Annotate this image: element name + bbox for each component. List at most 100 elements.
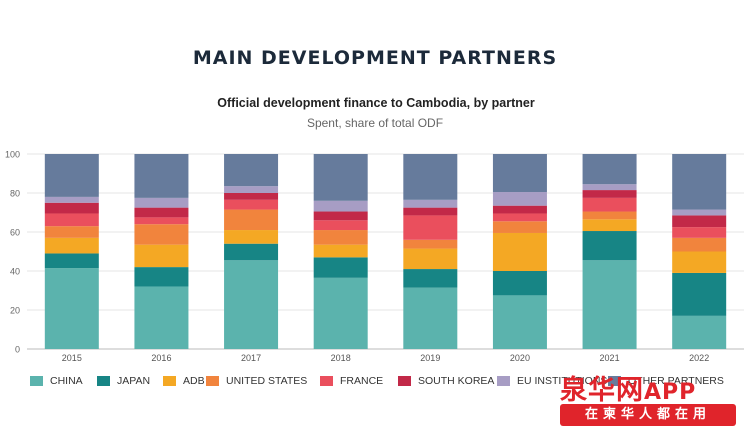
bar-segment: [493, 213, 547, 221]
bar-segment: [314, 201, 368, 212]
bar-segment: [672, 154, 726, 210]
bar-segment: [134, 267, 188, 287]
bar-segment: [45, 268, 99, 349]
bar-segment: [583, 154, 637, 184]
y-tick-label: 80: [10, 189, 20, 199]
legend-label: JAPAN: [117, 375, 150, 387]
legend-swatch: [30, 376, 43, 386]
y-tick-label: 40: [10, 267, 20, 277]
bar-segment: [134, 208, 188, 218]
bar-segment: [314, 230, 368, 245]
bar-segment: [403, 249, 457, 269]
bar-segment: [493, 295, 547, 349]
bar-segment: [403, 208, 457, 216]
legend-label: SOUTH KOREA: [418, 375, 494, 387]
bar-segment: [314, 154, 368, 201]
bar-segment: [45, 197, 99, 203]
bar-segment: [224, 186, 278, 193]
bar-segment: [224, 193, 278, 200]
bar-segment: [134, 154, 188, 198]
bar-segment: [583, 260, 637, 349]
legend-item: SOUTH KOREA: [398, 374, 494, 388]
bar-segment: [224, 244, 278, 261]
bar-segment: [583, 190, 637, 198]
x-tick-label: 2016: [151, 353, 171, 363]
bar-segment: [403, 240, 457, 249]
bar-segment: [224, 154, 278, 186]
bar-segment: [314, 212, 368, 221]
bar-segment: [314, 257, 368, 277]
legend-item: UNITED STATES: [206, 374, 307, 388]
y-tick-label: 20: [10, 306, 20, 316]
bar-segment: [493, 271, 547, 295]
x-tick-label: 2021: [600, 353, 620, 363]
y-tick-label: 0: [15, 345, 20, 355]
bar-segment: [314, 245, 368, 258]
watermark-brand: 泉华网APP: [560, 368, 696, 407]
bar-segment: [672, 215, 726, 227]
bar-segment: [134, 224, 188, 244]
watermark-app-text: APP: [644, 380, 696, 405]
bar-segment: [583, 198, 637, 212]
x-tick-label: 2020: [510, 353, 530, 363]
bar-segment: [672, 227, 726, 238]
y-tick-label: 100: [5, 150, 20, 160]
bar-segment: [403, 269, 457, 288]
bar-segment: [224, 200, 278, 210]
bar-segment: [45, 154, 99, 197]
legend-label: FRANCE: [340, 375, 383, 387]
x-tick-label: 2019: [420, 353, 440, 363]
bar-segment: [45, 253, 99, 268]
bar-segment: [672, 210, 726, 216]
bar-segment: [224, 230, 278, 244]
bar-segment: [45, 226, 99, 238]
watermark-logo: 泉华网APP 在柬华人都在用: [560, 368, 740, 433]
legend-swatch: [206, 376, 219, 386]
bar-segment: [583, 212, 637, 220]
legend-label: CHINA: [50, 375, 83, 387]
watermark-brand-text: 泉华网: [560, 375, 644, 406]
x-tick-label: 2015: [62, 353, 82, 363]
bar-segment: [493, 221, 547, 233]
bar-segment: [672, 316, 726, 349]
bar-segment: [403, 200, 457, 208]
bar-segment: [403, 288, 457, 349]
bar-segment: [672, 273, 726, 316]
legend-item: JAPAN: [97, 374, 150, 388]
bar-segment: [134, 287, 188, 349]
bar-segment: [672, 252, 726, 273]
legend-label: ADB: [183, 375, 205, 387]
legend-swatch: [163, 376, 176, 386]
bar-segment: [134, 198, 188, 208]
bar-segment: [493, 206, 547, 214]
bar-segment: [403, 154, 457, 200]
legend-item: FRANCE: [320, 374, 383, 388]
legend-item: ADB: [163, 374, 205, 388]
bar-segment: [45, 213, 99, 226]
bar-segment: [45, 203, 99, 214]
legend-swatch: [497, 376, 510, 386]
legend-swatch: [97, 376, 110, 386]
x-tick-label: 2018: [331, 353, 351, 363]
bar-segment: [314, 220, 368, 230]
bar-segment: [134, 217, 188, 224]
bar-segment: [45, 238, 99, 254]
bar-segment: [672, 238, 726, 252]
bar-segment: [493, 154, 547, 192]
bar-segment: [224, 260, 278, 349]
bar-segment: [134, 245, 188, 267]
bar-segment: [493, 192, 547, 206]
x-tick-label: 2017: [241, 353, 261, 363]
bar-segment: [493, 233, 547, 271]
bar-segment: [403, 215, 457, 239]
legend-item: CHINA: [30, 374, 83, 388]
bar-segment: [583, 184, 637, 190]
legend-label: UNITED STATES: [226, 375, 307, 387]
x-tick-label: 2022: [689, 353, 709, 363]
legend-swatch: [320, 376, 333, 386]
bar-segment: [583, 231, 637, 260]
legend-swatch: [398, 376, 411, 386]
bar-segment: [314, 278, 368, 349]
watermark-slogan: 在柬华人都在用: [560, 404, 736, 426]
bar-segment: [583, 219, 637, 231]
